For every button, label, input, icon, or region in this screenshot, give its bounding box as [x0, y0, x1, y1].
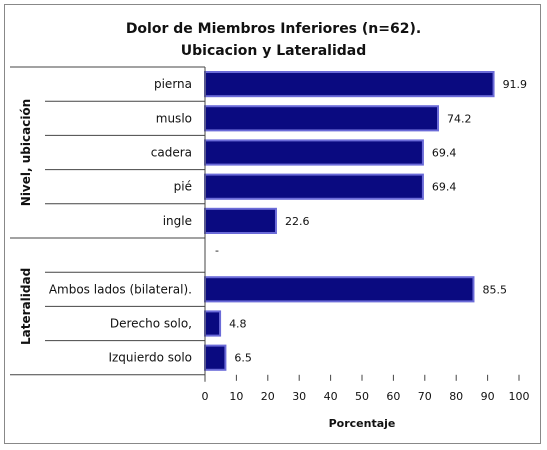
- data-label: 74.2: [447, 112, 472, 125]
- x-tick-label: 0: [202, 390, 209, 403]
- x-tick-label: 30: [292, 390, 306, 403]
- chart-title: Dolor de Miembros Inferiores (n=62).: [125, 21, 422, 37]
- data-label: 22.6: [285, 215, 310, 228]
- chart-subtitle: Ubicacion y Lateralidad: [180, 43, 367, 59]
- x-tick-label: 80: [449, 390, 463, 403]
- x-tick-label: 60: [386, 390, 400, 403]
- bar: [204, 310, 222, 337]
- group-label: Lateralidad: [19, 268, 33, 345]
- data-label: 85.5: [482, 283, 507, 296]
- x-tick-label: 90: [481, 390, 495, 403]
- x-tick-label: 100: [509, 390, 530, 403]
- bar: [204, 344, 227, 371]
- x-tick-label: 40: [324, 390, 338, 403]
- x-tick-label: 10: [229, 390, 243, 403]
- x-tick-label: 70: [418, 390, 432, 403]
- data-label: 69.4: [432, 181, 457, 194]
- data-label: 91.9: [503, 78, 528, 91]
- group-label: Nivel, ubicación: [19, 99, 33, 206]
- category-label: ingle: [163, 214, 192, 228]
- data-label: -: [215, 244, 219, 257]
- category-label: Ambos lados (bilateral).: [49, 282, 192, 296]
- category-label: cadera: [151, 146, 192, 160]
- bar: [204, 105, 439, 132]
- bar: [204, 139, 424, 166]
- data-label: 6.5: [234, 352, 252, 365]
- x-axis-title: Porcentaje: [329, 417, 396, 430]
- x-tick-label: 20: [261, 390, 275, 403]
- bar: [204, 71, 495, 98]
- x-tick-label: 50: [355, 390, 369, 403]
- bar: [204, 276, 475, 303]
- category-label: Derecho solo,: [110, 317, 192, 331]
- data-label: 4.8: [229, 318, 247, 331]
- category-label: Izquierdo solo: [108, 351, 192, 365]
- data-label: 69.4: [432, 147, 457, 160]
- category-label: pierna: [154, 77, 192, 91]
- category-label: pié: [174, 180, 192, 194]
- bar: [204, 173, 424, 200]
- bar: [204, 207, 277, 235]
- category-label: muslo: [156, 111, 192, 125]
